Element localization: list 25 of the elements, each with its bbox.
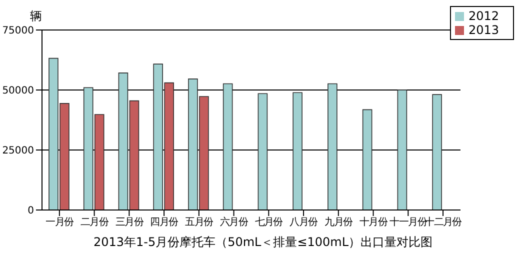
y-tick-label: 50000	[2, 86, 34, 97]
y-tick-label: 0	[28, 206, 34, 217]
bar	[362, 109, 372, 210]
text: 2013年1-5月份摩托车（50mL＜排量≤100mL）出口量对比图	[92, 234, 434, 251]
x-tick-label: 二月份	[80, 217, 109, 228]
x-tick-label: 八月份	[290, 217, 318, 228]
legend-label: 2013	[468, 23, 499, 37]
bar	[222, 83, 233, 210]
x-tick-label: 七月份	[254, 216, 284, 228]
x-tick-label: 一月份	[46, 217, 74, 228]
bar	[397, 90, 408, 210]
x-tick-label: 六月份	[220, 216, 248, 228]
bar	[328, 83, 338, 210]
bar	[292, 92, 302, 210]
y-tick-label: 75000	[2, 26, 34, 37]
y-axis-title: 辆	[30, 8, 42, 25]
bar	[258, 93, 268, 210]
x-tick-label: 十月份	[359, 216, 388, 228]
bar	[432, 94, 442, 210]
x-tick-label: 九月份	[324, 216, 353, 228]
y-tick-label: 25000	[2, 146, 34, 157]
x-tick-label: 三月份	[115, 217, 144, 228]
x-tick-label: 五月份	[185, 217, 214, 228]
x-tick-label: 四月份	[150, 217, 179, 228]
legend-label: 2012	[468, 9, 499, 23]
